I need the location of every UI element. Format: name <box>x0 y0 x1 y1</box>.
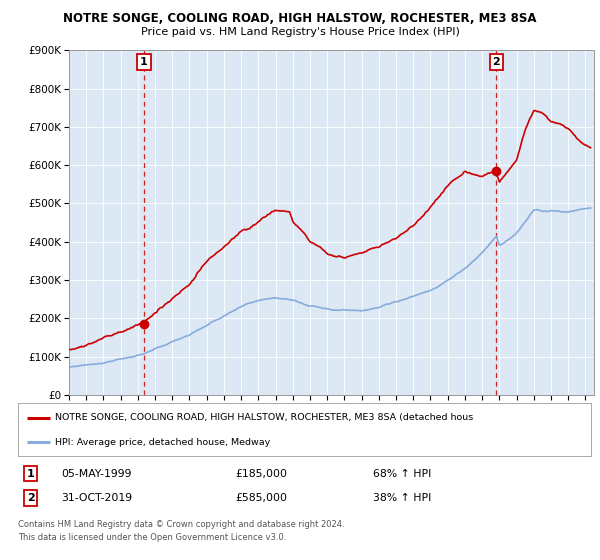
Text: 31-OCT-2019: 31-OCT-2019 <box>61 493 132 503</box>
Text: 38% ↑ HPI: 38% ↑ HPI <box>373 493 431 503</box>
Text: HPI: Average price, detached house, Medway: HPI: Average price, detached house, Medw… <box>55 437 271 446</box>
Text: NOTRE SONGE, COOLING ROAD, HIGH HALSTOW, ROCHESTER, ME3 8SA: NOTRE SONGE, COOLING ROAD, HIGH HALSTOW,… <box>63 12 537 25</box>
Text: £185,000: £185,000 <box>236 469 288 479</box>
Text: 1: 1 <box>27 469 34 479</box>
Text: NOTRE SONGE, COOLING ROAD, HIGH HALSTOW, ROCHESTER, ME3 8SA (detached hous: NOTRE SONGE, COOLING ROAD, HIGH HALSTOW,… <box>55 413 473 422</box>
Text: 68% ↑ HPI: 68% ↑ HPI <box>373 469 431 479</box>
Text: Price paid vs. HM Land Registry's House Price Index (HPI): Price paid vs. HM Land Registry's House … <box>140 27 460 37</box>
Text: £585,000: £585,000 <box>236 493 288 503</box>
Text: This data is licensed under the Open Government Licence v3.0.: This data is licensed under the Open Gov… <box>18 533 286 542</box>
Text: 05-MAY-1999: 05-MAY-1999 <box>61 469 131 479</box>
Text: 2: 2 <box>493 57 500 67</box>
Text: 2: 2 <box>27 493 34 503</box>
Text: Contains HM Land Registry data © Crown copyright and database right 2024.: Contains HM Land Registry data © Crown c… <box>18 520 344 529</box>
Text: 1: 1 <box>140 57 148 67</box>
